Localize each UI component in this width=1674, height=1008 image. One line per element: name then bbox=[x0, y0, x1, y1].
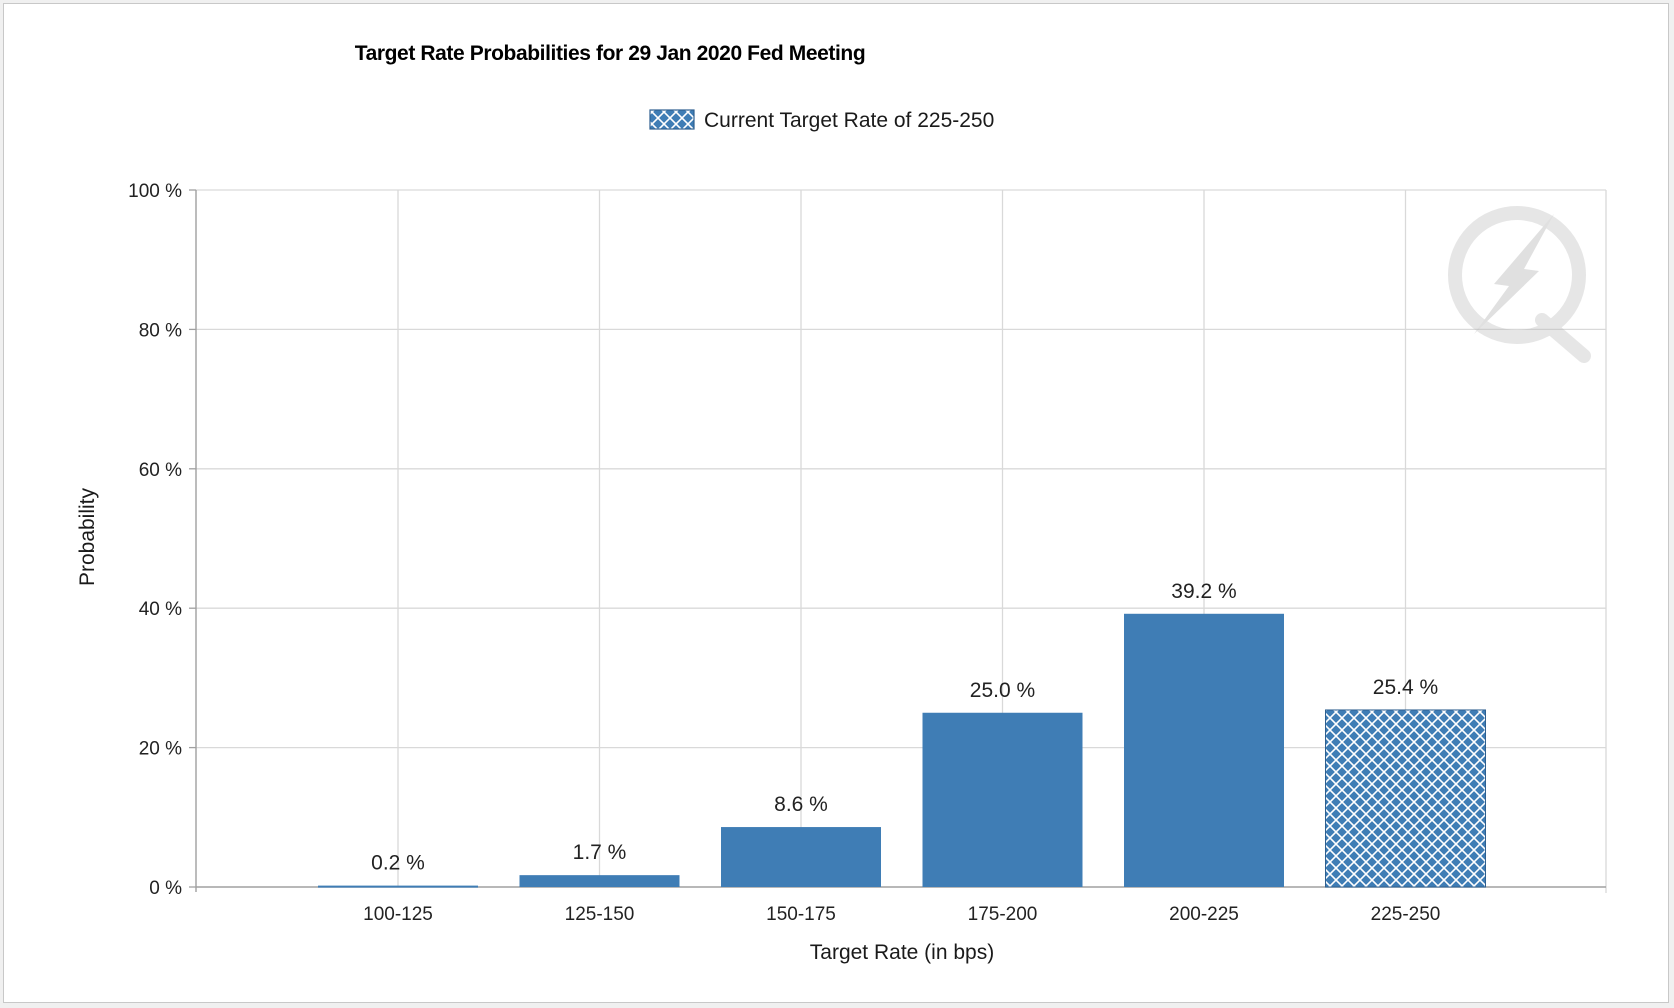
legend-label: Current Target Rate of 225-250 bbox=[704, 109, 994, 132]
grid bbox=[196, 189, 1607, 893]
bars bbox=[318, 613, 1486, 888]
legend: Current Target Rate of 225-250 bbox=[649, 109, 994, 132]
y-tick-label: 20 % bbox=[139, 739, 182, 760]
y-tick-labels: 0 % 20 % 40 % 60 % 80 % 100 % bbox=[128, 181, 196, 899]
y-tick-label: 100 % bbox=[128, 181, 182, 202]
legend-swatch bbox=[649, 109, 695, 130]
data-label: 25.0 % bbox=[970, 679, 1035, 702]
x-tick-label: 175-200 bbox=[968, 904, 1038, 925]
x-tick-labels: 100-125 125-150 150-175 175-200 200-225 225-2… bbox=[363, 904, 1440, 925]
y-tick-label: 0 % bbox=[149, 878, 182, 899]
y-tick-label: 60 % bbox=[139, 460, 182, 481]
watermark-logo-icon bbox=[1448, 206, 1591, 363]
bar-150-175 bbox=[721, 827, 881, 887]
x-tick-label: 125-150 bbox=[565, 904, 635, 925]
y-tick-label: 80 % bbox=[139, 320, 182, 341]
data-label: 1.7 % bbox=[573, 841, 627, 864]
bar-225-250 bbox=[1325, 709, 1486, 888]
data-label: 39.2 % bbox=[1171, 580, 1236, 603]
data-label: 8.6 % bbox=[774, 793, 828, 816]
data-label: 0.2 % bbox=[371, 852, 425, 875]
bar-100-125 bbox=[318, 885, 478, 888]
x-tick-label: 100-125 bbox=[363, 904, 433, 925]
bar-175-200 bbox=[922, 712, 1083, 887]
y-axis-title: Probability bbox=[76, 487, 99, 586]
bar-125-150 bbox=[519, 875, 680, 887]
data-label: 25.4 % bbox=[1373, 676, 1438, 699]
chart-title: Target Rate Probabilities for 29 Jan 202… bbox=[355, 42, 866, 65]
chart-frame: Target Rate Probabilities for 29 Jan 202… bbox=[3, 3, 1669, 1003]
x-tick-label: 150-175 bbox=[766, 904, 836, 925]
y-tick-label: 40 % bbox=[139, 599, 182, 620]
data-labels: 0.2 % 1.7 % 8.6 % 25.0 % 39.2 % 25.4 % bbox=[371, 580, 1438, 875]
bar-200-225 bbox=[1124, 613, 1284, 887]
bar-chart: Target Rate Probabilities for 29 Jan 202… bbox=[76, 42, 1607, 964]
x-tick-label: 200-225 bbox=[1169, 904, 1239, 925]
x-tick-label: 225-250 bbox=[1371, 904, 1441, 925]
x-axis-title: Target Rate (in bps) bbox=[810, 941, 994, 964]
